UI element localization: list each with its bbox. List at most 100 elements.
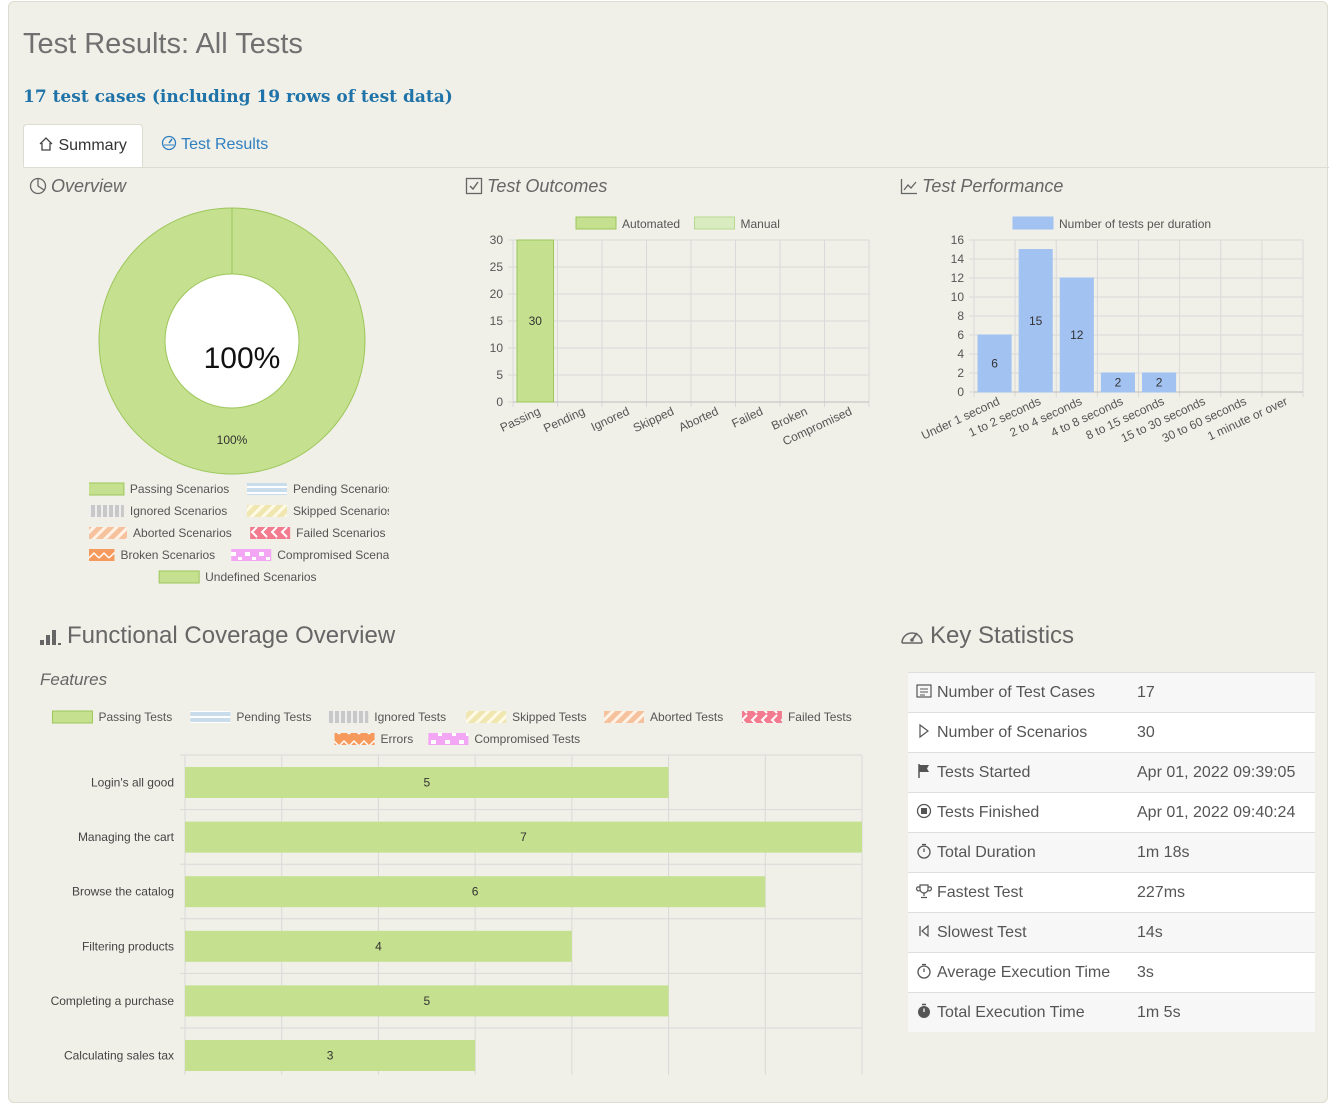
legend-label-skipped-tests[interactable]: Skipped Tests [512, 710, 587, 724]
stat-label: Tests Started [937, 764, 1031, 781]
legend-label-number-of-tests-per-duration[interactable]: Number of tests per duration [1059, 217, 1211, 231]
pie-slice-label: 100% [217, 433, 248, 447]
stat-value: 1m 5s [1137, 992, 1315, 1032]
bar-under-1-second[interactable] [977, 334, 1012, 393]
tab-summary[interactable]: Summary [23, 124, 143, 167]
feature-label-completing-a-purchase[interactable]: Completing a purchase [51, 994, 175, 1008]
bar-managing-the-cart[interactable] [185, 821, 862, 853]
feature-label-login-s-all-good[interactable]: Login's all good [91, 776, 174, 790]
legend-label-aborted-scenarios[interactable]: Aborted Scenarios [133, 526, 232, 540]
bar-value-label: 3 [327, 1049, 334, 1063]
feature-label-managing-the-cart[interactable]: Managing the cart [78, 830, 175, 844]
legend-label-failed-scenarios[interactable]: Failed Scenarios [296, 526, 385, 540]
legend-label-failed-tests[interactable]: Failed Tests [788, 710, 852, 724]
stat-value: 30 [1137, 712, 1315, 753]
legend-swatch-errors[interactable] [334, 733, 375, 745]
stat-label: Tests Finished [937, 804, 1040, 821]
overview-legend: Passing Scenarios Pending Scenarios Ignore… [89, 482, 389, 584]
stat-label: Number of Test Cases [937, 684, 1095, 701]
feature-label-calculating-sales-tax[interactable]: Calculating sales tax [64, 1049, 174, 1063]
performance-heading: Test Performance [900, 176, 1063, 197]
bar-browse-the-catalog[interactable] [185, 876, 766, 908]
stat-label: Number of Scenarios [937, 724, 1088, 741]
stat-label-cell: Number of Scenarios [908, 712, 1137, 753]
legend-swatch-aborted-tests[interactable] [604, 711, 645, 723]
legend-swatch-compromised-scenarios[interactable] [231, 549, 272, 561]
stat-label: Total Execution Time [937, 1004, 1085, 1021]
line-chart-icon [900, 179, 917, 195]
legend-swatch-passing-tests[interactable] [51, 710, 93, 724]
feature-label-browse-the-catalog[interactable]: Browse the catalog [72, 885, 174, 899]
bar-calculating-sales-tax[interactable] [185, 1040, 476, 1071]
legend-swatch-failed-scenarios[interactable] [250, 527, 291, 539]
bar-completing-a-purchase[interactable] [185, 985, 669, 1017]
bar-value-label: 2 [1156, 376, 1163, 390]
legend-label-passing-scenarios[interactable]: Passing Scenarios [130, 482, 229, 496]
bar-value-label: 5 [423, 994, 430, 1008]
legend-swatch-aborted-scenarios[interactable] [89, 527, 128, 539]
pie-hole [164, 273, 300, 409]
legend-label-broken-scenarios[interactable]: Broken Scenarios [120, 548, 215, 562]
play-icon [919, 723, 929, 739]
legend-swatch-manual[interactable] [694, 216, 735, 230]
y-tick-label: 25 [490, 260, 504, 274]
legend-swatch-pending-scenarios[interactable] [247, 483, 287, 495]
legend-label-manual[interactable]: Manual [741, 217, 780, 231]
legend-swatch-compromised-tests[interactable] [428, 733, 469, 745]
overview-heading: Overview [29, 176, 126, 197]
legend-label-aborted-tests[interactable]: Aborted Tests [650, 710, 723, 724]
legend-label-errors[interactable]: Errors [381, 732, 414, 746]
features-subtitle: Features [40, 670, 108, 689]
legend-label-pending-tests[interactable]: Pending Tests [236, 710, 311, 724]
y-tick-label: 0 [957, 385, 964, 399]
feature-label-filtering-products[interactable]: Filtering products [82, 939, 174, 953]
y-tick-label: 20 [490, 287, 504, 301]
bar-4-to-8-seconds[interactable] [1100, 372, 1135, 393]
legend-swatch-undefined-scenarios[interactable] [158, 570, 200, 584]
legend-label-passing-tests[interactable]: Passing Tests [98, 710, 172, 724]
tab-test-results[interactable]: Test Results [147, 124, 282, 167]
speedometer-icon [901, 632, 923, 644]
y-tick-label: 10 [951, 290, 965, 304]
legend-swatch-skipped-scenarios[interactable] [247, 505, 287, 517]
legend-label-ignored-scenarios[interactable]: Ignored Scenarios [130, 504, 227, 518]
legend-swatch-passing-scenarios[interactable] [89, 482, 125, 496]
legend-swatch-ignored-tests[interactable] [328, 711, 369, 723]
bar-1-to-2-seconds[interactable] [1018, 249, 1053, 393]
legend-swatch-broken-scenarios[interactable] [89, 549, 115, 561]
y-tick-label: 8 [957, 309, 964, 323]
legend-label-compromised-tests[interactable]: Compromised Tests [474, 732, 580, 746]
legend-swatch-skipped-tests[interactable] [466, 711, 507, 723]
bar-login-s-all-good[interactable] [185, 767, 669, 798]
overview-title: Overview [51, 176, 127, 196]
stat-value: 3s [1137, 952, 1315, 993]
stat-row-total-duration: Total Duration 1m 18s [908, 832, 1315, 873]
legend-label-undefined-scenarios[interactable]: Undefined Scenarios [205, 570, 316, 584]
legend-swatch-ignored-scenarios[interactable] [89, 505, 124, 517]
y-tick-label: 10 [490, 341, 504, 355]
tab-summary-label: Summary [58, 137, 127, 154]
stat-label: Average Execution Time [937, 964, 1111, 981]
legend-label-compromised-scenarios[interactable]: Compromised Scenarios [277, 548, 389, 562]
bar-passing[interactable] [516, 239, 554, 403]
stat-label-cell: Total Execution Time [908, 992, 1137, 1032]
legend-swatch-number-of-tests-per-duration[interactable] [1012, 216, 1054, 230]
pie-chart-icon [29, 177, 47, 195]
stat-row-tests-started: Tests Started Apr 01, 2022 09:39:05 [908, 752, 1315, 793]
y-tick-label: 6 [957, 328, 964, 342]
legend-label-automated[interactable]: Automated [622, 217, 680, 231]
checkbox-icon [465, 177, 483, 195]
legend-label-skipped-scenarios[interactable]: Skipped Scenarios [293, 504, 389, 518]
legend-swatch-automated[interactable] [575, 216, 617, 230]
legend-swatch-failed-tests[interactable] [741, 711, 782, 723]
legend-swatch-pending-tests[interactable] [190, 711, 231, 723]
legend-label-ignored-tests[interactable]: Ignored Tests [374, 710, 446, 724]
bar-value-label: 5 [423, 776, 430, 790]
pie-center-label: 100% [204, 342, 281, 375]
bar-filtering-products[interactable] [185, 930, 572, 962]
legend-label-pending-scenarios[interactable]: Pending Scenarios [293, 482, 389, 496]
bar-2-to-4-seconds[interactable] [1059, 277, 1094, 393]
bar-8-to-15-seconds[interactable] [1142, 372, 1177, 393]
